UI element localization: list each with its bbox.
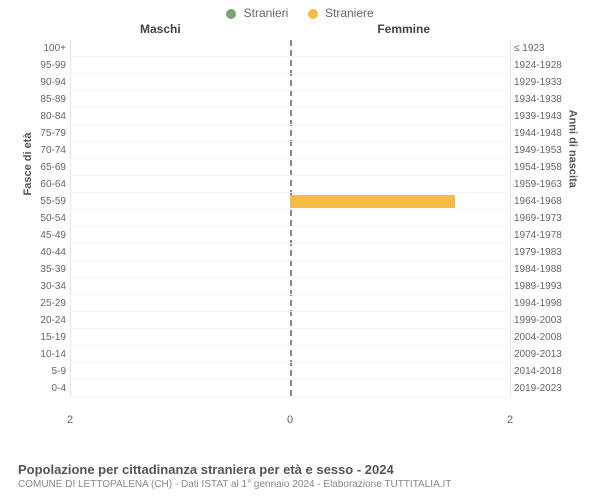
chart-title: Popolazione per cittadinanza straniera p… <box>18 462 451 477</box>
age-row <box>70 91 510 108</box>
age-row <box>70 380 510 397</box>
age-label: 95-99 <box>20 57 66 74</box>
age-label: 60-64 <box>20 176 66 193</box>
chart-subtitle: COMUNE DI LETTOPALENA (CH) - Dati ISTAT … <box>18 479 451 490</box>
age-row <box>70 210 510 227</box>
birth-year-label: 2004-2008 <box>514 329 580 346</box>
age-label: 85-89 <box>20 91 66 108</box>
birth-year-label: 1949-1953 <box>514 142 580 159</box>
birth-year-label: 1964-1968 <box>514 193 580 210</box>
column-header-female: Femmine <box>377 22 430 36</box>
birth-year-label: 1984-1988 <box>514 261 580 278</box>
plot-area <box>70 40 510 397</box>
age-row <box>70 125 510 142</box>
legend: Stranieri Straniere <box>0 0 600 22</box>
age-row <box>70 193 510 210</box>
age-label: 90-94 <box>20 74 66 91</box>
age-row <box>70 295 510 312</box>
legend-dot-male <box>226 9 236 19</box>
age-row <box>70 244 510 261</box>
legend-item-male: Stranieri <box>226 6 288 20</box>
birth-year-label: 2009-2013 <box>514 346 580 363</box>
age-label: 45-49 <box>20 227 66 244</box>
age-label: 10-14 <box>20 346 66 363</box>
age-label: 15-19 <box>20 329 66 346</box>
age-row <box>70 40 510 57</box>
age-row <box>70 227 510 244</box>
legend-label-male: Stranieri <box>244 6 289 20</box>
legend-dot-female <box>308 9 318 19</box>
age-label: 65-69 <box>20 159 66 176</box>
age-label: 30-34 <box>20 278 66 295</box>
age-label: 80-84 <box>20 108 66 125</box>
x-tick-center: 0 <box>287 414 293 426</box>
age-row <box>70 176 510 193</box>
birth-year-label: 1979-1983 <box>514 244 580 261</box>
age-row <box>70 278 510 295</box>
age-label: 5-9 <box>20 363 66 380</box>
legend-label-female: Straniere <box>325 6 374 20</box>
age-label: 50-54 <box>20 210 66 227</box>
birth-year-label: 1999-2003 <box>514 312 580 329</box>
age-label: 70-74 <box>20 142 66 159</box>
age-label: 100+ <box>20 40 66 57</box>
column-header-male: Maschi <box>140 22 181 36</box>
birth-year-label: 1944-1948 <box>514 125 580 142</box>
age-row <box>70 142 510 159</box>
chart: Fasce di età Anni di nascita Maschi Femm… <box>20 22 580 432</box>
x-tick-left: 2 <box>67 414 73 426</box>
age-row <box>70 159 510 176</box>
birth-year-label: 1989-1993 <box>514 278 580 295</box>
birth-year-label: 2019-2023 <box>514 380 580 397</box>
age-row <box>70 363 510 380</box>
birth-year-label: 1959-1963 <box>514 176 580 193</box>
age-label: 40-44 <box>20 244 66 261</box>
birth-year-label: 1969-1973 <box>514 210 580 227</box>
age-row <box>70 312 510 329</box>
age-row <box>70 261 510 278</box>
age-row <box>70 74 510 91</box>
footer: Popolazione per cittadinanza straniera p… <box>18 462 451 490</box>
birth-year-label: 1974-1978 <box>514 227 580 244</box>
x-tick-right: 2 <box>507 414 513 426</box>
age-label: 75-79 <box>20 125 66 142</box>
birth-year-label: 1934-1938 <box>514 91 580 108</box>
birth-year-label: 1929-1933 <box>514 74 580 91</box>
age-label: 25-29 <box>20 295 66 312</box>
birth-year-label: ≤ 1923 <box>514 40 580 57</box>
age-row <box>70 346 510 363</box>
age-label: 55-59 <box>20 193 66 210</box>
bar-female <box>290 195 455 208</box>
legend-item-female: Straniere <box>308 6 374 20</box>
age-row <box>70 108 510 125</box>
gridline <box>510 40 511 396</box>
age-label: 0-4 <box>20 380 66 397</box>
birth-year-label: 1924-1928 <box>514 57 580 74</box>
birth-year-label: 1939-1943 <box>514 108 580 125</box>
age-label: 20-24 <box>20 312 66 329</box>
birth-year-label: 1954-1958 <box>514 159 580 176</box>
birth-year-label: 1994-1998 <box>514 295 580 312</box>
age-row <box>70 329 510 346</box>
birth-year-label: 2014-2018 <box>514 363 580 380</box>
age-row <box>70 57 510 74</box>
age-label: 35-39 <box>20 261 66 278</box>
